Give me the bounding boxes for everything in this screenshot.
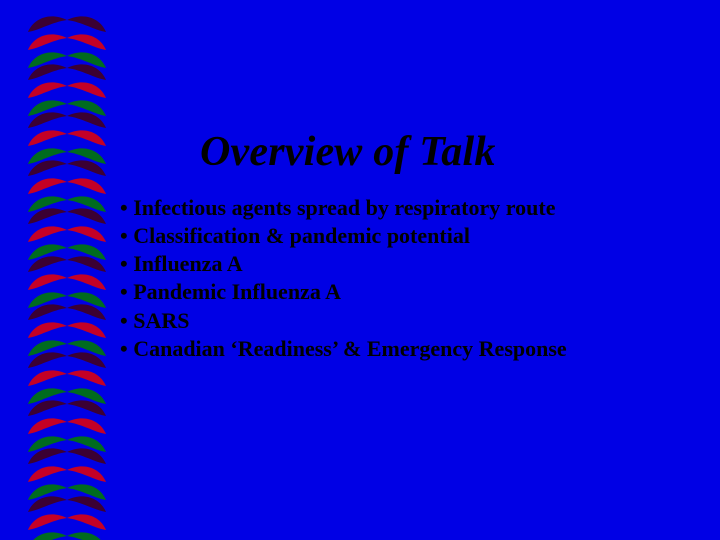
leaf-column-decoration [22, 8, 112, 532]
bullet-item: SARS [120, 307, 567, 335]
bullet-item: Infectious agents spread by respiratory … [120, 194, 567, 222]
bullet-list: Infectious agents spread by respiratory … [120, 194, 567, 363]
bullet-item: Canadian ‘Readiness’ & Emergency Respons… [120, 335, 567, 363]
bullet-item: Classification & pandemic potential [120, 222, 567, 250]
slide-title: Overview of Talk [200, 128, 496, 176]
bullet-item: Pandemic Influenza A [120, 278, 567, 306]
leaf-unit [22, 488, 112, 540]
bullet-item: Influenza A [120, 250, 567, 278]
